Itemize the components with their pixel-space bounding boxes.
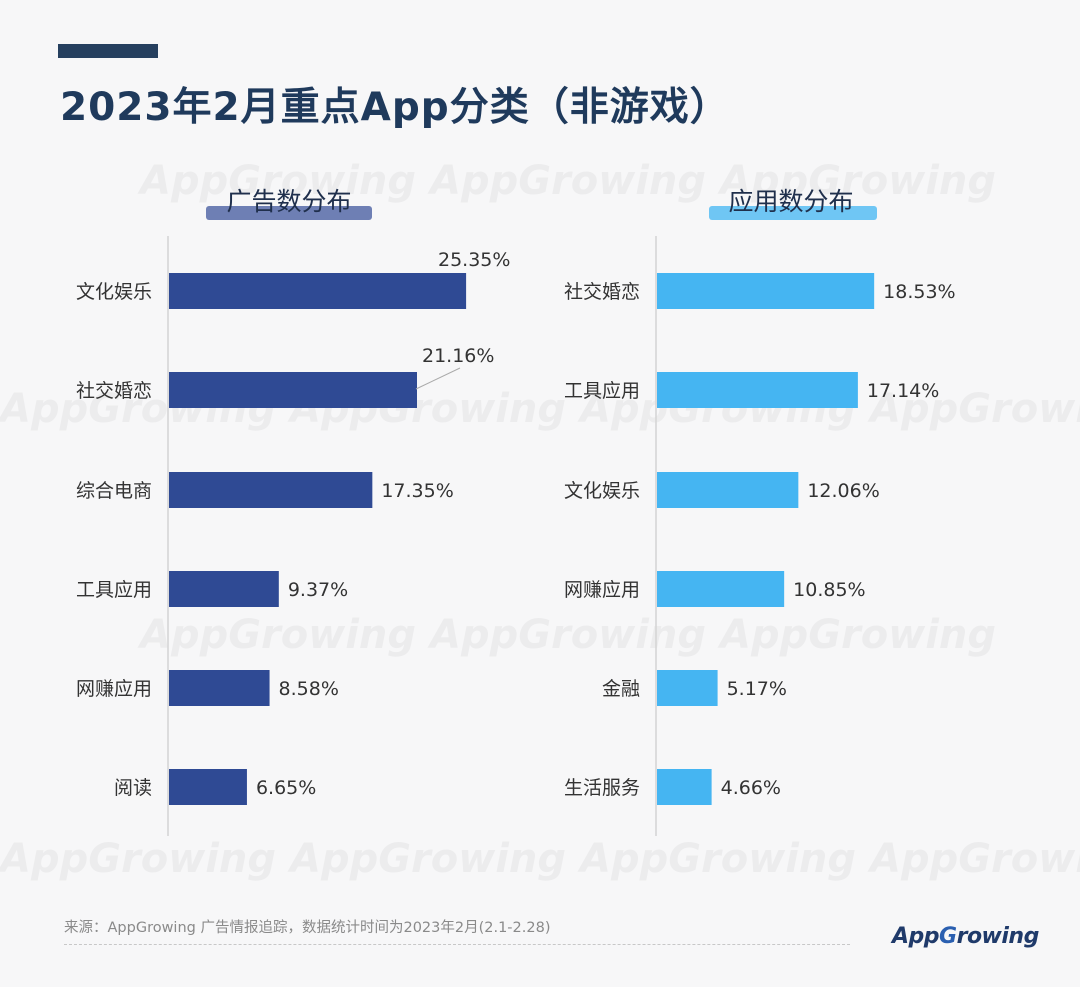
bar [657, 472, 799, 508]
data-label: 9.37% [288, 579, 348, 601]
bar [657, 273, 875, 309]
data-label: 21.16% [422, 345, 494, 367]
bar [169, 472, 373, 508]
data-label: 5.17% [727, 678, 787, 700]
chart-title: 广告数分布 [226, 187, 351, 216]
bar [657, 372, 858, 408]
page-title: 2023年2月重点App分类（非游戏） [60, 85, 730, 130]
data-label: 12.06% [807, 480, 879, 502]
data-label: 17.14% [867, 380, 939, 402]
chart-title-highlight [206, 206, 372, 220]
data-label: 8.58% [279, 678, 339, 700]
data-label: 10.85% [793, 579, 865, 601]
bar [169, 571, 279, 607]
source-note: 来源：AppGrowing 广告情报追踪，数据统计时间为2023年2月(2.1-… [64, 920, 551, 936]
data-label: 17.35% [381, 480, 453, 502]
footer-divider [64, 944, 850, 945]
chart-title-highlight [709, 206, 877, 220]
category-label: 生活服务 [564, 777, 640, 799]
category-label: 社交婚恋 [564, 281, 640, 303]
bar [169, 670, 270, 706]
bar [657, 769, 712, 805]
title-accent-bar [58, 44, 158, 58]
category-label: 阅读 [114, 777, 152, 799]
leader-line [415, 367, 461, 390]
category-label: 工具应用 [564, 380, 640, 402]
category-label: 文化娱乐 [76, 281, 152, 303]
category-label: 文化娱乐 [564, 480, 640, 502]
category-label: 社交婚恋 [76, 380, 152, 402]
brand-logo: AppGrowing [892, 924, 1039, 949]
data-label: 25.35% [438, 249, 510, 271]
bar [169, 769, 247, 805]
data-label: 4.66% [721, 777, 781, 799]
bar [169, 372, 417, 408]
category-label: 工具应用 [76, 579, 152, 601]
category-label: 网赚应用 [76, 678, 152, 700]
chart-title: 应用数分布 [728, 187, 853, 216]
data-label: 18.53% [883, 281, 955, 303]
bar [169, 273, 467, 309]
bar [657, 571, 785, 607]
bar [657, 670, 718, 706]
category-label: 综合电商 [76, 480, 152, 502]
data-label: 6.65% [256, 777, 316, 799]
category-label: 网赚应用 [564, 579, 640, 601]
category-label: 金融 [602, 678, 640, 700]
